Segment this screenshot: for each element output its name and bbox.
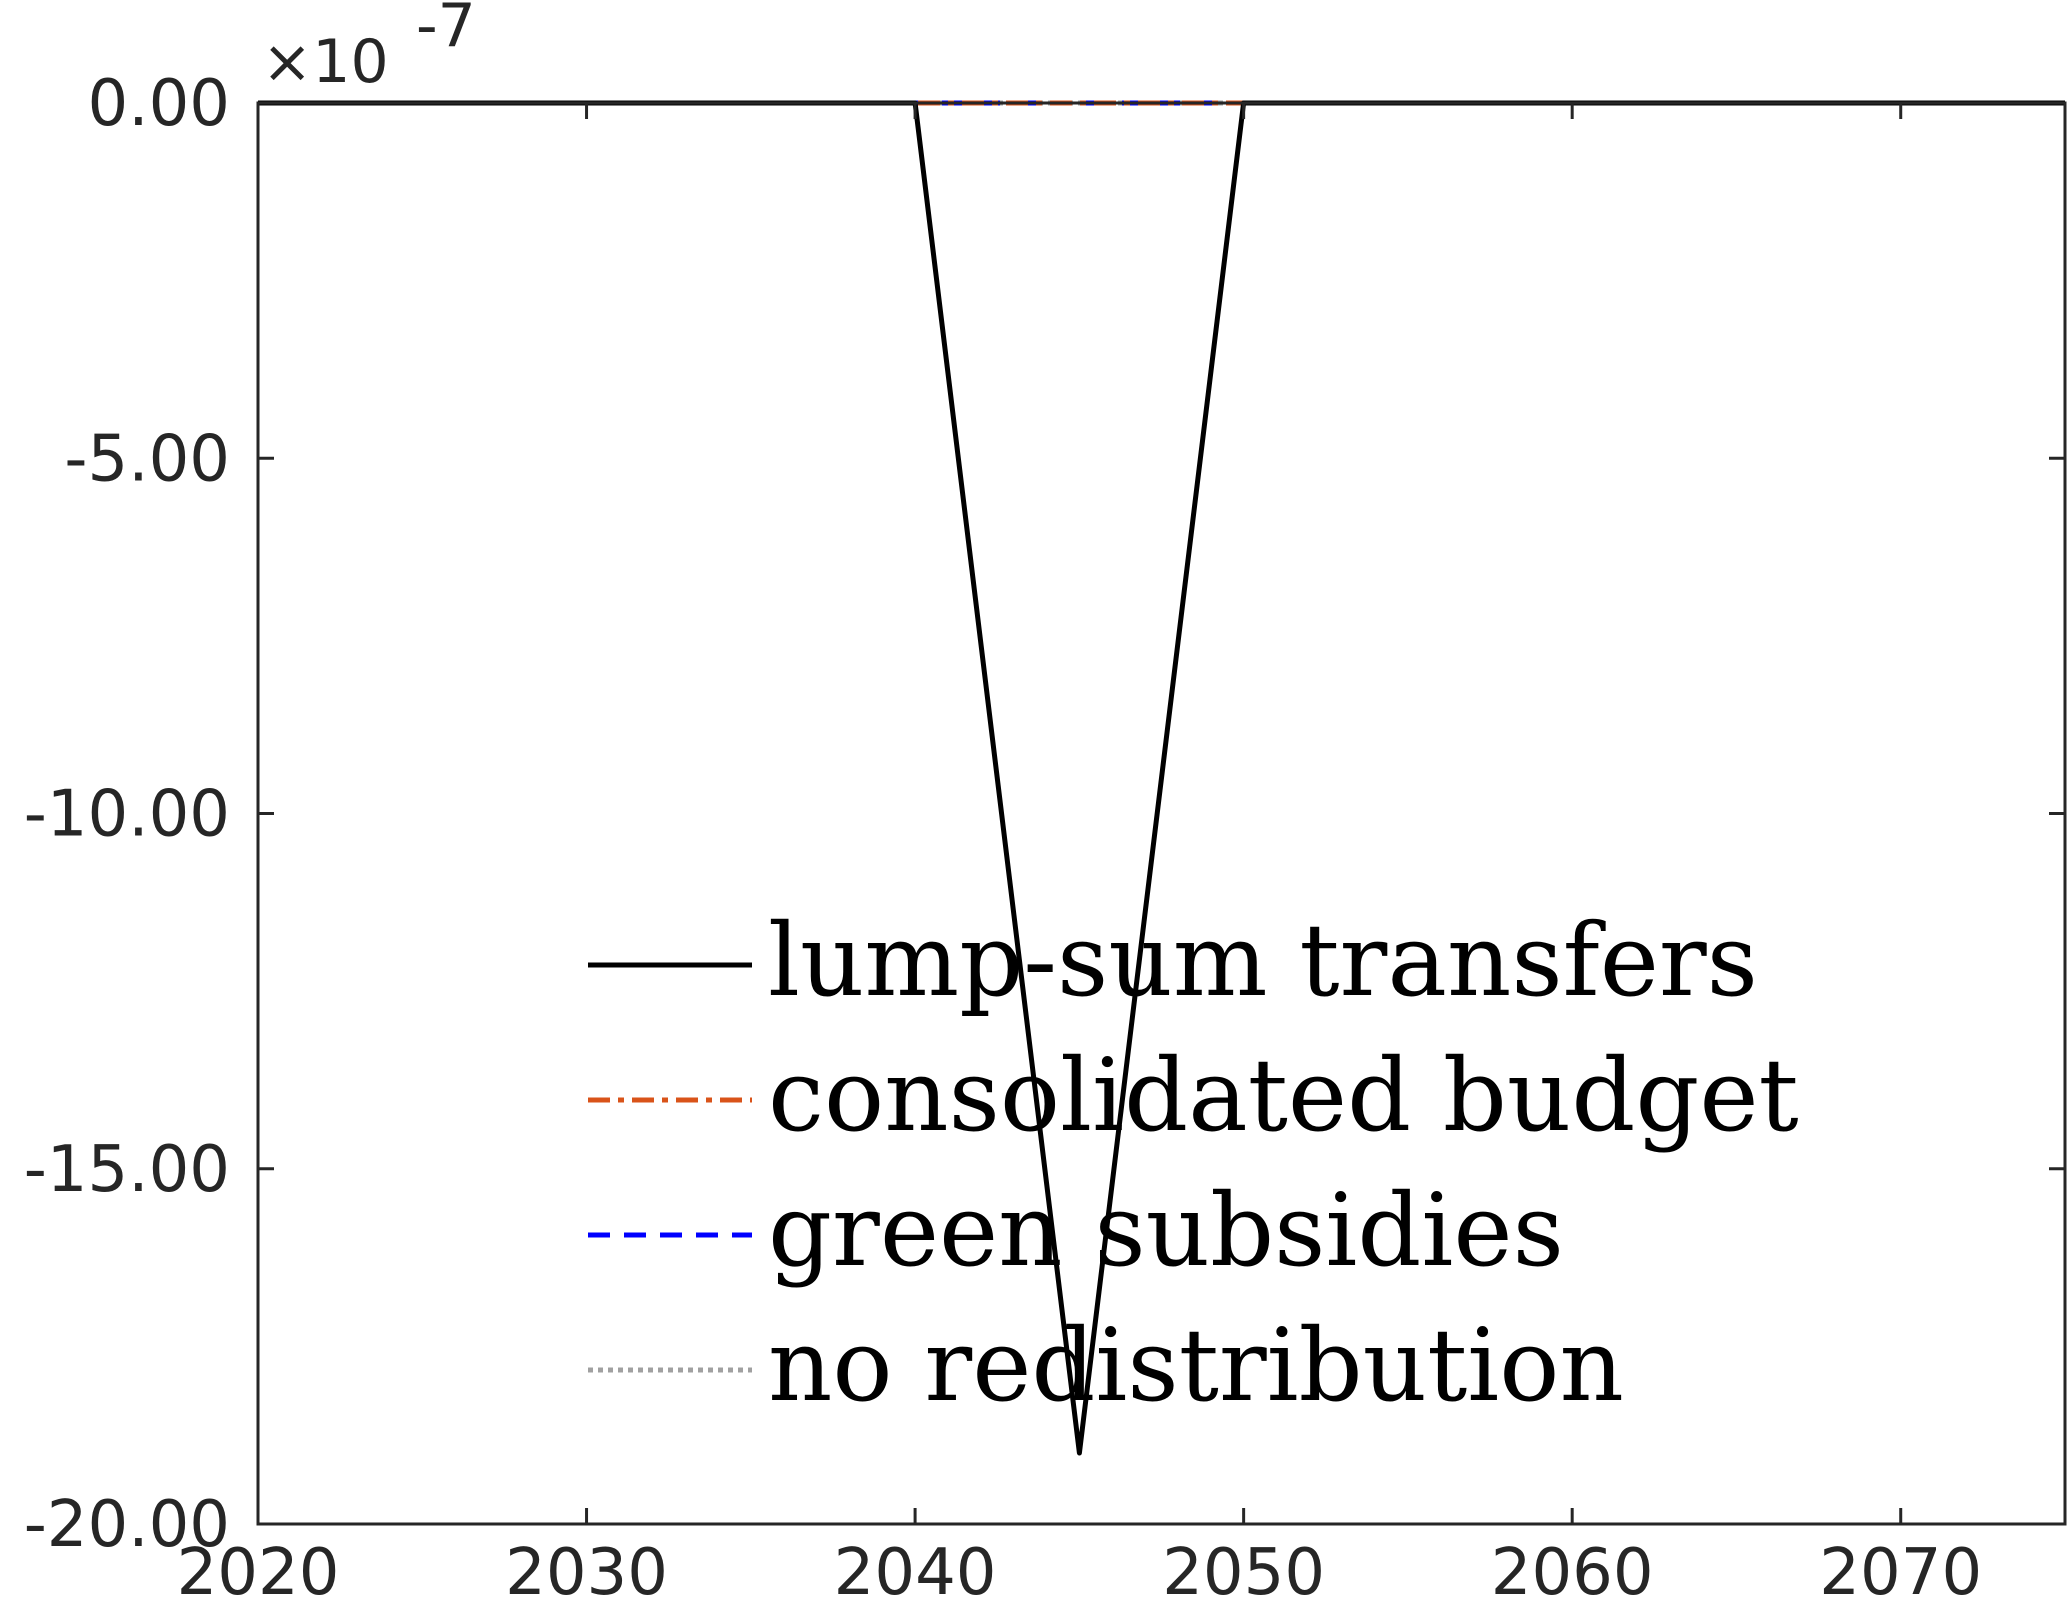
x-tick-label: 2040 bbox=[834, 1536, 997, 1610]
tick-layer: 2020 2030 2040 2050 2060 2070 0.00 -5.00 -10.00 -… bbox=[24, 67, 2065, 1610]
legend: lump-sum transfers consolidated budget gre… bbox=[588, 902, 1799, 1424]
y-multiplier-base: ×10 bbox=[262, 27, 389, 97]
legend-label-2: green subsidies bbox=[768, 1172, 1564, 1289]
x-tick-label: 2070 bbox=[1819, 1536, 1982, 1610]
x-tick-label: 2030 bbox=[505, 1536, 668, 1610]
y-tick-label: 0.00 bbox=[88, 67, 231, 141]
legend-label-0: lump-sum transfers bbox=[768, 902, 1758, 1019]
x-tick-label: 2020 bbox=[177, 1536, 340, 1610]
x-tick-label: 2050 bbox=[1162, 1536, 1325, 1610]
legend-label-1: consolidated budget bbox=[768, 1037, 1799, 1154]
legend-label-3: no redistribution bbox=[768, 1307, 1624, 1424]
y-tick-label: -5.00 bbox=[64, 422, 230, 496]
y-tick-label: -10.00 bbox=[24, 778, 230, 852]
y-tick-label: -20.00 bbox=[24, 1488, 230, 1562]
x-tick-label: 2060 bbox=[1491, 1536, 1654, 1610]
y-multiplier-exponent: -7 bbox=[416, 0, 476, 61]
y-tick-label: -15.00 bbox=[24, 1133, 230, 1207]
